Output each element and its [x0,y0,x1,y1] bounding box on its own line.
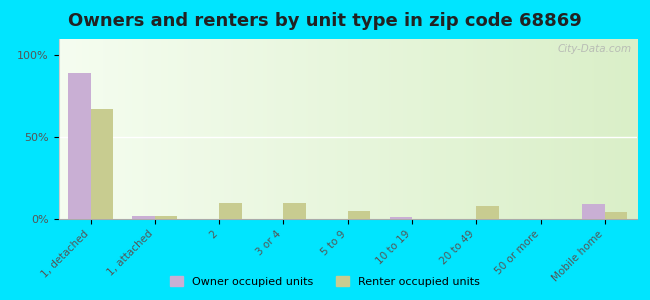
Bar [219,202,242,219]
Bar [582,204,605,219]
Bar [133,216,155,219]
Bar [155,216,177,219]
Bar [348,211,370,219]
Text: City-Data.com: City-Data.com [557,44,631,54]
Bar [389,218,412,219]
Bar [283,202,306,219]
Text: Owners and renters by unit type in zip code 68869: Owners and renters by unit type in zip c… [68,12,582,30]
Bar [605,212,627,219]
Bar [90,110,113,219]
Bar [476,206,499,219]
Legend: Owner occupied units, Renter occupied units: Owner occupied units, Renter occupied un… [166,272,484,291]
Bar [68,74,90,219]
